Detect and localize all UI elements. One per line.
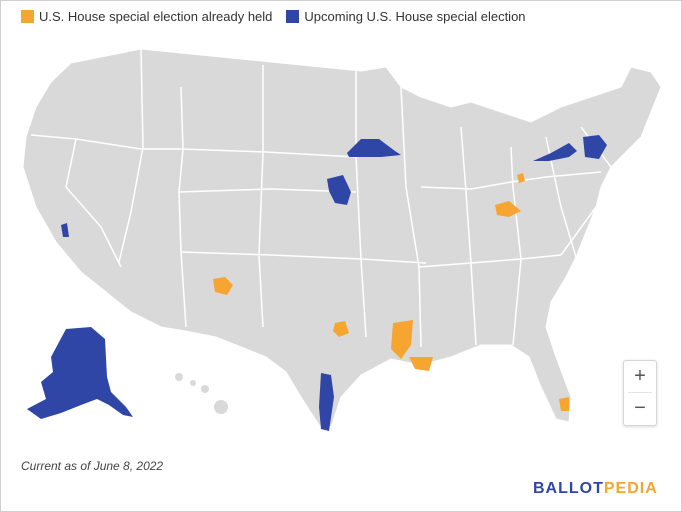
legend-item-held[interactable]: U.S. House special election already held	[21, 9, 272, 24]
district-la-5	[391, 320, 413, 359]
district-tx-34	[319, 373, 334, 431]
districts-held[interactable]	[213, 173, 569, 411]
legend-item-upcoming[interactable]: Upcoming U.S. House special election	[286, 9, 526, 24]
legend: U.S. House special election already held…	[21, 9, 540, 24]
legend-swatch-upcoming	[286, 10, 300, 23]
district-tx-6	[333, 321, 349, 337]
legend-swatch-held	[21, 10, 34, 23]
logo-part-ballot: BALLOT	[533, 480, 604, 497]
zoom-controls: + −	[623, 360, 657, 426]
legend-label-upcoming: Upcoming U.S. House special election	[304, 9, 526, 24]
ballotpedia-logo[interactable]: BALLOTPEDIA	[533, 480, 658, 498]
district-oh-11	[517, 173, 525, 183]
district-la-2	[409, 357, 433, 371]
alaska-shape	[27, 327, 133, 419]
districts-upcoming[interactable]	[61, 135, 607, 431]
zoom-separator	[628, 392, 652, 393]
legend-label-held: U.S. House special election already held	[39, 9, 273, 24]
district-fl-20	[559, 397, 569, 411]
district-ny-23	[533, 143, 577, 161]
district-ne-1	[327, 175, 351, 205]
us-district-map[interactable]	[1, 27, 682, 447]
date-footnote: Current as of June 8, 2022	[21, 459, 164, 473]
logo-part-pedia: PEDIA	[603, 480, 658, 497]
zoom-in-button[interactable]: +	[634, 365, 646, 387]
contiguous-us-shape	[22, 48, 662, 428]
state-borders	[30, 48, 612, 348]
district-nm-1	[213, 277, 233, 295]
district-ca-22	[61, 223, 69, 237]
district-ny-19	[583, 135, 607, 159]
district-oh-15	[495, 201, 521, 217]
hawaii-shape	[175, 373, 228, 414]
district-mn-1	[347, 139, 401, 157]
zoom-out-button[interactable]: −	[634, 397, 646, 419]
